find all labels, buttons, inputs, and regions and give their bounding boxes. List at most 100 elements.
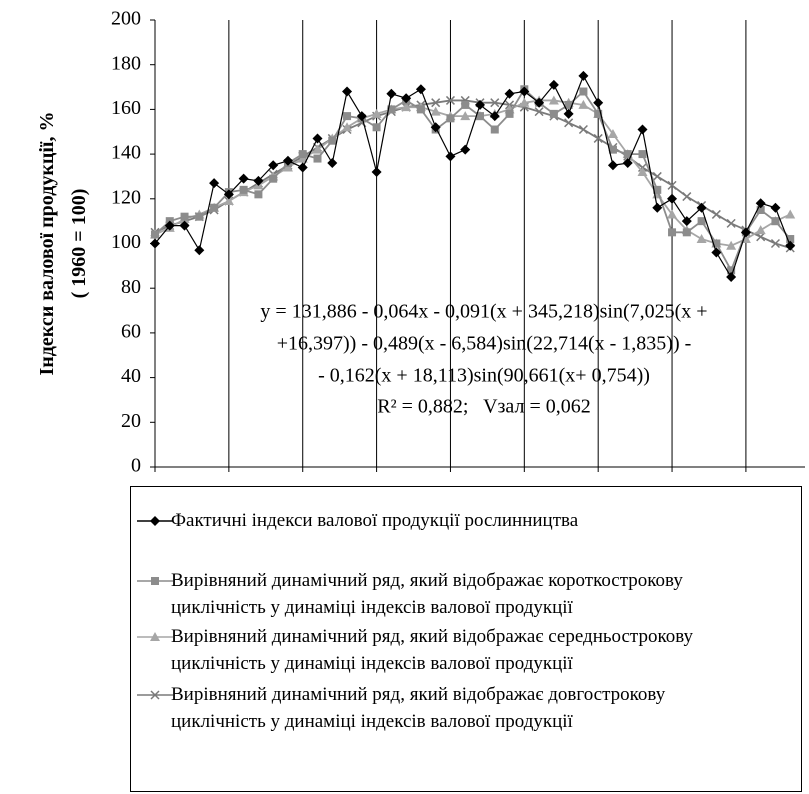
- marker: [430, 122, 441, 133]
- marker: [415, 84, 426, 95]
- marker: [461, 100, 470, 109]
- marker: [372, 123, 381, 132]
- marker: [328, 136, 337, 145]
- marker: [431, 98, 441, 108]
- marker: [490, 98, 500, 108]
- marker: [519, 86, 530, 97]
- marker: [446, 114, 455, 123]
- marker: [430, 106, 441, 116]
- marker: [786, 235, 795, 244]
- marker: [371, 166, 382, 177]
- x-tick-label: 1975: [357, 485, 397, 486]
- marker: [711, 247, 722, 258]
- annotation: - 0,162(x + 18,113)sin(90,661(x+ 0,754)): [318, 365, 650, 387]
- y-tick-label: 20: [121, 410, 141, 432]
- x-tick-label: 1985: [504, 485, 544, 486]
- annotation: y = 131,886 - 0,064x - 0,091(x + 345,218…: [260, 301, 707, 323]
- marker: [771, 217, 780, 226]
- marker: [505, 109, 514, 118]
- marker: [151, 230, 159, 239]
- marker: [637, 166, 648, 176]
- marker: [180, 212, 189, 221]
- marker: [164, 220, 175, 231]
- marker: [150, 516, 160, 526]
- legend-entry: Вирівняний динамічний ряд, який відображ…: [171, 626, 694, 674]
- marker: [711, 209, 721, 219]
- marker: [726, 218, 736, 228]
- marker: [564, 100, 573, 109]
- legend-key: [137, 690, 173, 700]
- marker: [386, 88, 397, 99]
- marker: [578, 99, 589, 109]
- annotation: +16,397)) - 0,489(x - 6,584)sin(22,714(x…: [277, 333, 692, 355]
- marker: [342, 86, 353, 97]
- x-tick-label: 1995: [652, 485, 692, 486]
- marker: [770, 238, 780, 249]
- marker: [312, 144, 323, 154]
- legend-entry: Вирівняний динамічний ряд, який відображ…: [171, 684, 666, 732]
- x-tick-label: 1980: [430, 485, 470, 486]
- marker: [239, 185, 248, 194]
- marker: [490, 125, 499, 134]
- marker: [623, 150, 632, 159]
- y-tick-label: 160: [111, 97, 141, 119]
- marker: [150, 238, 160, 249]
- marker: [607, 128, 618, 138]
- marker: [312, 133, 323, 144]
- marker: [269, 174, 278, 183]
- marker: [282, 155, 293, 166]
- marker: [652, 171, 662, 181]
- marker: [756, 232, 766, 242]
- marker: [254, 190, 263, 199]
- legend-key: [137, 577, 173, 585]
- marker: [667, 209, 678, 219]
- marker: [548, 79, 559, 90]
- x-tick-label: 1960: [135, 485, 175, 486]
- marker: [681, 216, 692, 227]
- marker: [298, 150, 307, 159]
- marker: [770, 202, 781, 213]
- marker: [371, 108, 382, 118]
- marker: [653, 185, 662, 194]
- marker: [563, 108, 574, 119]
- marker: [401, 102, 412, 112]
- marker: [489, 111, 500, 122]
- marker: [194, 245, 205, 256]
- marker: [210, 203, 219, 212]
- marker: [638, 150, 647, 159]
- marker: [755, 225, 766, 235]
- marker: [179, 220, 190, 231]
- marker: [150, 690, 160, 700]
- marker: [460, 144, 471, 155]
- marker: [756, 205, 765, 214]
- legend: Фактичні індекси валової продукції росли…: [130, 486, 802, 792]
- marker: [387, 105, 396, 114]
- series-line: [154, 99, 791, 247]
- marker: [238, 173, 249, 184]
- marker: [622, 158, 633, 169]
- marker: [696, 202, 707, 213]
- y-tick-label: 200: [111, 8, 141, 30]
- marker: [297, 162, 308, 173]
- marker: [726, 272, 737, 283]
- marker: [223, 196, 234, 206]
- marker: [268, 160, 279, 171]
- legend-entry: Фактичні індекси валової продукції росли…: [171, 510, 579, 531]
- y-axis-label: Індекси валової продукції, %( 1960 = 100…: [36, 112, 90, 376]
- marker: [313, 154, 322, 163]
- marker: [712, 239, 721, 248]
- marker: [668, 228, 677, 237]
- marker: [549, 109, 558, 118]
- marker: [682, 228, 691, 237]
- y-tick-label: 60: [121, 320, 141, 342]
- legend-entry: Вирівняний динамічний ряд, який відображ…: [171, 570, 683, 618]
- marker: [579, 87, 588, 96]
- marker: [475, 99, 485, 110]
- marker: [697, 217, 706, 226]
- marker: [652, 202, 663, 213]
- marker: [342, 122, 353, 132]
- y-tick-label: 80: [121, 276, 141, 298]
- marker: [726, 240, 737, 250]
- x-tick-label: 1990: [578, 485, 618, 486]
- marker: [578, 124, 588, 135]
